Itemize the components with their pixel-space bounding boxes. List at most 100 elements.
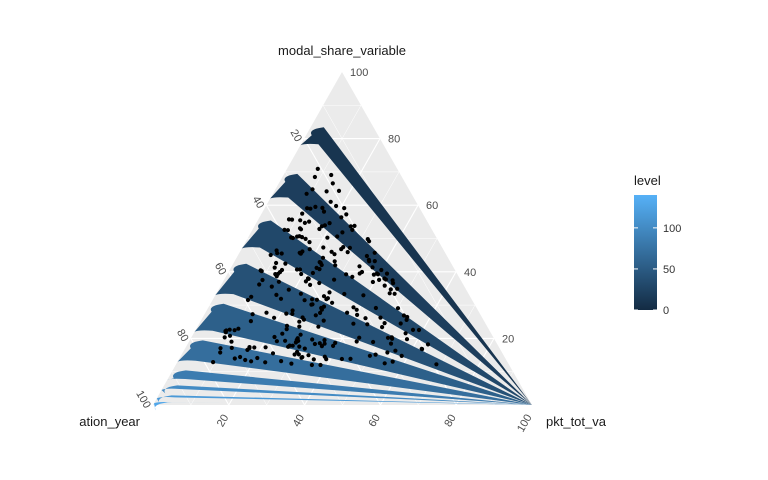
data-point	[290, 343, 295, 348]
axis-title-top: modal_share_variable	[278, 43, 406, 58]
data-point	[275, 251, 280, 256]
data-point	[306, 353, 311, 358]
data-point	[294, 267, 300, 272]
data-point	[289, 217, 295, 222]
tick-label-bottom: 40	[291, 413, 308, 430]
contour-band	[194, 303, 532, 405]
data-point	[279, 359, 284, 364]
data-point	[317, 341, 322, 346]
data-point	[371, 272, 376, 277]
data-point	[218, 350, 223, 355]
legend-tick-label: 50	[663, 264, 675, 276]
data-point	[308, 206, 313, 211]
tick-label-left: 60	[212, 261, 229, 278]
data-point	[395, 306, 401, 311]
legend: level 0 50 100	[634, 173, 681, 317]
data-point	[331, 343, 336, 348]
data-point	[328, 199, 333, 204]
tick-label-bottom: 100	[515, 413, 535, 435]
data-point	[339, 356, 344, 362]
data-point	[347, 245, 352, 250]
data-point	[403, 331, 408, 336]
data-point	[279, 267, 285, 273]
data-point	[286, 217, 292, 222]
data-point	[236, 326, 241, 331]
data-point	[227, 333, 233, 338]
data-point	[314, 297, 319, 302]
data-point	[332, 259, 337, 264]
tick-label-top: 40	[464, 267, 476, 279]
data-point	[297, 324, 302, 329]
data-point	[344, 212, 349, 217]
data-point	[354, 307, 359, 312]
data-point	[263, 360, 268, 365]
data-point	[274, 339, 279, 344]
contour-band	[215, 263, 532, 405]
data-point	[249, 359, 254, 364]
data-point	[223, 330, 228, 335]
data-point	[283, 261, 288, 266]
data-point	[345, 250, 350, 255]
data-point	[318, 260, 323, 265]
data-point	[399, 353, 404, 358]
data-point	[342, 206, 347, 211]
data-point	[278, 296, 284, 301]
data-point	[270, 351, 276, 356]
data-point	[307, 240, 312, 245]
data-point	[247, 346, 252, 351]
data-point	[313, 313, 318, 318]
data-point	[357, 264, 362, 269]
data-point	[260, 277, 265, 283]
data-point	[367, 259, 372, 264]
data-point	[361, 293, 366, 298]
data-point	[329, 172, 334, 178]
data-point	[372, 259, 377, 264]
data-point	[290, 235, 295, 241]
data-point	[383, 277, 388, 282]
data-point	[404, 317, 409, 322]
data-point	[268, 252, 273, 258]
data-point	[310, 297, 315, 302]
tick-label-left: 20	[287, 127, 304, 144]
data-point	[298, 291, 303, 296]
data-point	[321, 245, 326, 250]
data-point	[309, 362, 314, 368]
data-point	[238, 354, 243, 360]
data-point	[308, 282, 313, 287]
data-point	[348, 356, 353, 361]
data-point	[305, 206, 310, 211]
data-point	[350, 227, 355, 232]
data-point	[354, 339, 359, 344]
data-point	[393, 348, 398, 353]
axis-title-left: ation_year	[79, 414, 140, 429]
data-point	[319, 305, 324, 311]
data-point	[302, 220, 307, 225]
data-point	[248, 319, 253, 324]
data-point	[232, 356, 237, 361]
data-point	[320, 255, 326, 260]
data-point	[329, 249, 334, 254]
legend-colorbar	[634, 195, 657, 310]
data-point	[310, 270, 315, 276]
data-point	[300, 355, 305, 360]
data-point	[269, 284, 274, 289]
data-point	[282, 227, 287, 232]
data-point	[252, 345, 257, 350]
data-point	[272, 265, 277, 270]
data-point	[298, 218, 303, 223]
tick-label-bottom: 20	[215, 413, 232, 430]
data-point	[322, 223, 327, 228]
data-point	[250, 312, 255, 317]
data-point	[325, 235, 330, 240]
data-point	[382, 321, 387, 326]
data-point	[389, 335, 394, 340]
data-point	[211, 360, 216, 365]
data-point	[316, 324, 321, 329]
data-point	[303, 236, 308, 241]
tick-label-left: 80	[174, 327, 191, 344]
data-point	[375, 272, 381, 277]
data-point	[274, 260, 279, 266]
data-point	[284, 311, 289, 316]
data-point	[333, 263, 338, 268]
data-point	[344, 272, 349, 277]
